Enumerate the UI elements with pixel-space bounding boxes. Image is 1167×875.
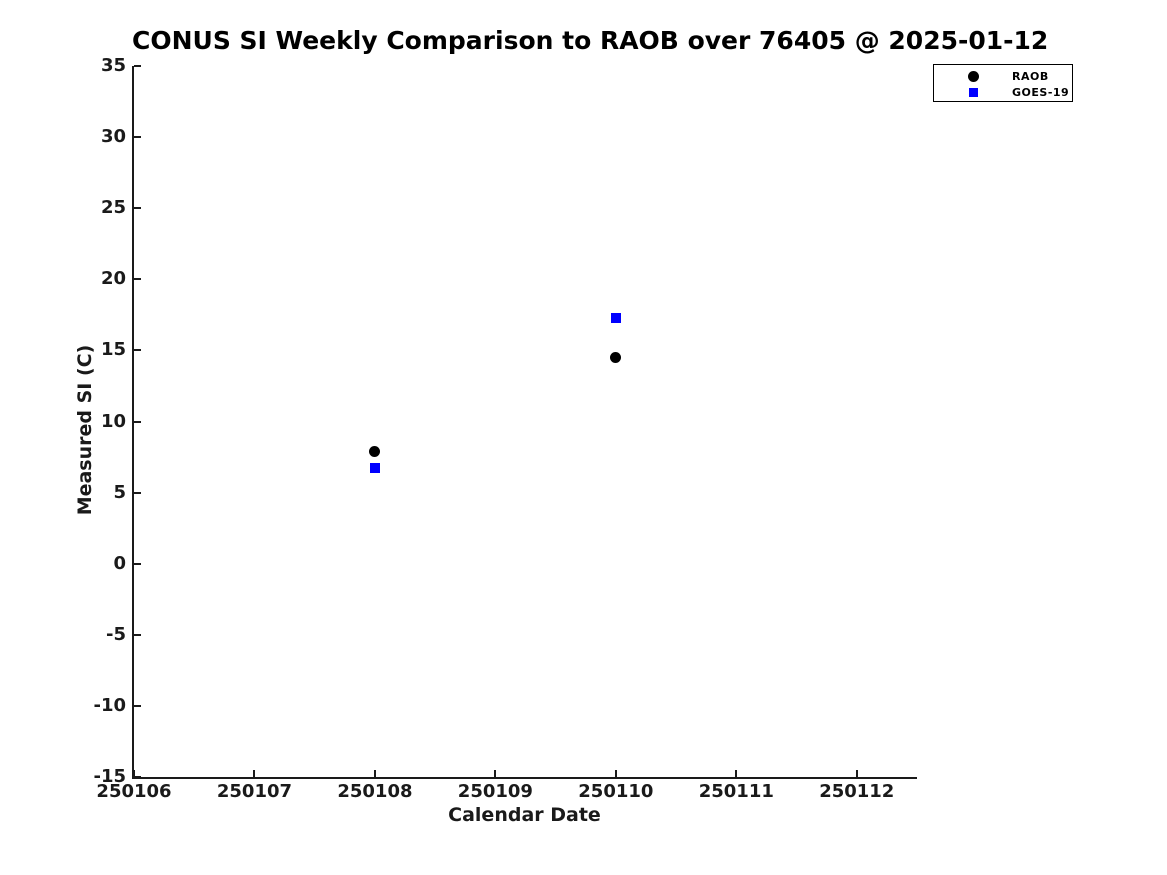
y-tick-mark — [134, 704, 141, 707]
y-tick-mark — [134, 65, 141, 67]
x-tick-mark — [735, 770, 738, 777]
y-tick-label: 25 — [100, 197, 126, 219]
y-tick-label: -15 — [93, 766, 126, 787]
y-tick-label: -5 — [106, 623, 126, 645]
y-tick-label: 20 — [100, 268, 126, 290]
x-tick-label: 250107 — [216, 781, 293, 802]
x-tick-label: 250109 — [457, 781, 533, 802]
data-point-raob — [610, 352, 622, 363]
y-tick-label: 30 — [100, 126, 126, 148]
legend-marker-col — [934, 87, 1012, 97]
x-tick-label: 250108 — [337, 781, 413, 802]
x-tick-mark — [494, 770, 497, 777]
legend-item-raob: RAOB — [934, 68, 1072, 84]
y-tick-label: 35 — [100, 55, 126, 76]
y-tick-mark — [134, 562, 141, 565]
chart-title: CONUS SI Weekly Comparison to RAOB over … — [132, 26, 1049, 55]
y-tick-mark — [134, 349, 141, 352]
data-point-goes-19 — [610, 312, 621, 323]
legend-square-marker — [968, 87, 978, 97]
y-tick-label: 5 — [113, 481, 126, 503]
y-tick-label: 15 — [100, 339, 126, 361]
x-tick-mark — [373, 770, 376, 777]
x-tick-label: 250106 — [96, 781, 172, 802]
y-tick-mark — [134, 278, 141, 281]
x-axis-label: Calendar Date — [448, 804, 601, 826]
plot-area — [132, 65, 917, 779]
y-tick-mark — [134, 776, 141, 778]
y-tick-label: 10 — [100, 410, 126, 432]
data-point-goes-19 — [369, 463, 380, 474]
legend: RAOB GOES-19 — [933, 64, 1073, 102]
y-tick-label: -10 — [93, 694, 126, 716]
x-tick-label: 250111 — [698, 781, 774, 802]
legend-marker-col — [934, 70, 1012, 82]
legend-label: GOES-19 — [1012, 85, 1070, 99]
x-tick-mark — [614, 770, 617, 777]
y-tick-mark — [134, 420, 141, 423]
y-tick-label: 0 — [113, 552, 126, 574]
legend-label: RAOB — [1012, 69, 1049, 83]
legend-circle-marker — [967, 70, 979, 82]
y-tick-mark — [134, 633, 141, 636]
x-tick-mark — [253, 770, 256, 777]
x-tick-mark — [855, 770, 858, 777]
y-tick-mark — [134, 207, 141, 210]
y-tick-mark — [134, 136, 141, 139]
x-tick-label: 250112 — [819, 781, 895, 802]
x-tick-label: 250110 — [578, 781, 654, 802]
data-point-raob — [369, 445, 381, 457]
legend-item-goes-19: GOES-19 — [934, 84, 1072, 100]
x-tick-mark — [133, 770, 135, 777]
y-tick-mark — [134, 491, 141, 494]
